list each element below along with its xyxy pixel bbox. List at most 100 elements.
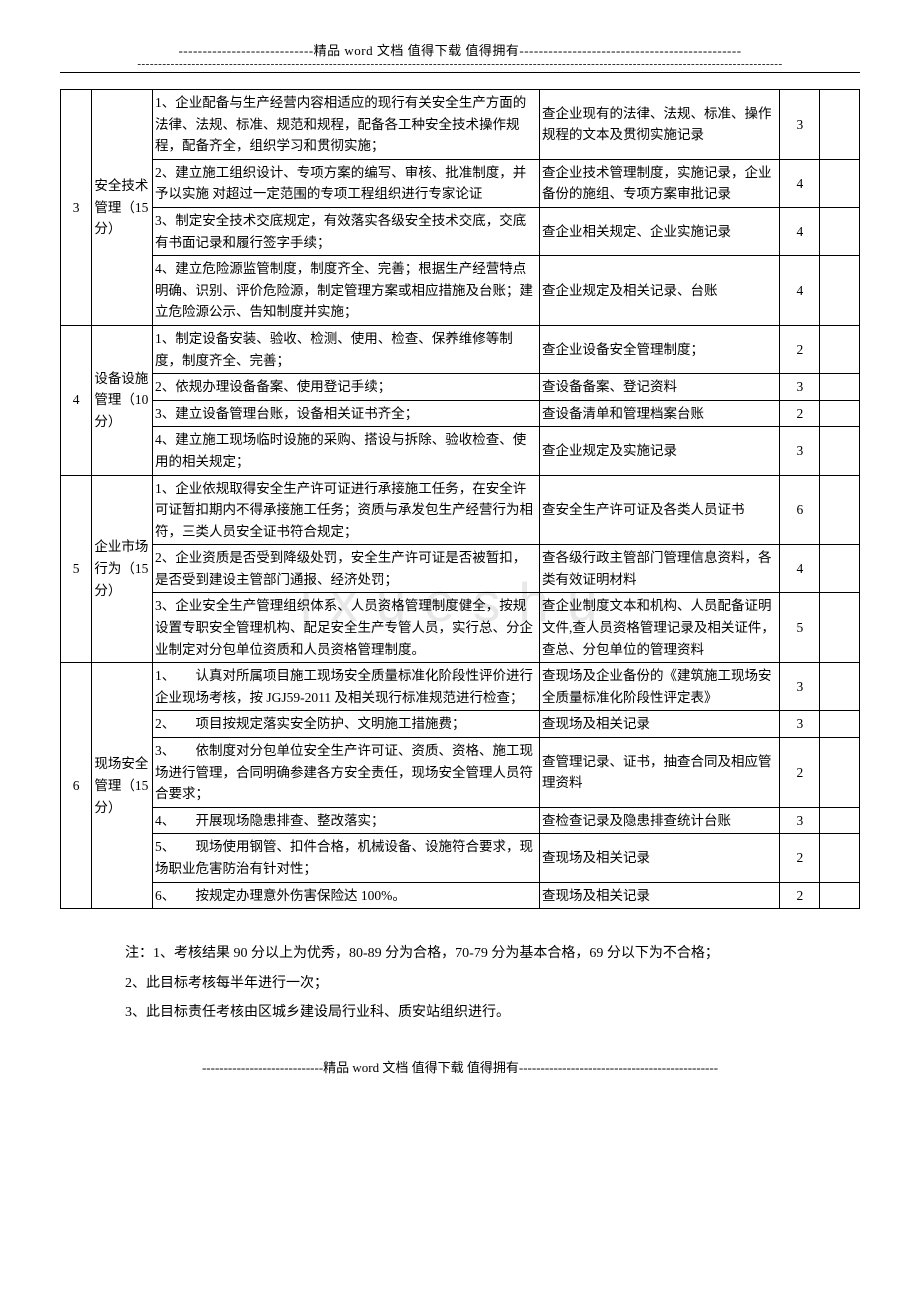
row-number: 4 [61,325,92,475]
category-cell: 现场安全管理（15 分） [92,663,153,909]
check-method-cell: 查现场及相关记录 [539,834,780,882]
check-method-cell: 查企业规定及相关记录、台账 [539,256,780,326]
table-row: 6、 按规定办理意外伤害保险达 100%。查现场及相关记录2 [61,882,860,909]
table-row: 2、企业资质是否受到降级处罚，安全生产许可证是否被暂扣，是否受到建设主管部门通报… [61,545,860,593]
check-method-cell: 查现场及相关记录 [539,882,780,909]
blank-cell [820,90,860,160]
table-row: 3、企业安全生产管理组织体系、人员资格管理制度健全，按规设置专职安全管理机构、配… [61,593,860,663]
blank-cell [820,545,860,593]
table-row: 5企业市场行为（15 分）1、企业依规取得安全生产许可证进行承接施工任务，在安全… [61,475,860,545]
table-row: 4设备设施管理（10 分）1、制定设备安装、验收、检测、使用、检查、保养维修等制… [61,325,860,373]
description-cell: 4、建立危险源监管制度，制度齐全、完善；根据生产经营特点明确、识别、评价危险源，… [153,256,540,326]
score-cell: 3 [780,427,820,475]
table-row: 3、建立设备管理台账，设备相关证书齐全；查设备清单和管理档案台账2 [61,400,860,427]
description-cell: 1、制定设备安装、验收、检测、使用、检查、保养维修等制度，制度齐全、完善； [153,325,540,373]
check-method-cell: 查设备清单和管理档案台账 [539,400,780,427]
score-cell: 6 [780,475,820,545]
description-cell: 4、建立施工现场临时设施的采购、搭设与拆除、验收检查、使用的相关规定； [153,427,540,475]
row-number: 3 [61,90,92,326]
score-cell: 2 [780,882,820,909]
blank-cell [820,834,860,882]
score-cell: 5 [780,593,820,663]
blank-cell [820,738,860,808]
blank-cell [820,807,860,834]
description-cell: 1、 认真对所属项目施工现场安全质量标准化阶段性评价进行企业现场考核，按 JGJ… [153,663,540,711]
score-cell: 3 [780,663,820,711]
page-container: ixueshu ----------------------------精品 w… [0,0,920,1116]
score-cell: 2 [780,834,820,882]
description-cell: 2、依规办理设备备案、使用登记手续； [153,374,540,401]
check-method-cell: 查现场及企业备份的《建筑施工现场安全质量标准化阶段性评定表》 [539,663,780,711]
category-cell: 设备设施管理（10 分） [92,325,153,475]
description-cell: 5、 现场使用钢管、扣件合格，机械设备、设施符合要求，现场职业危害防治有针对性； [153,834,540,882]
check-method-cell: 查企业制度文本和机构、人员配备证明文件,查人员资格管理记录及相关证件，查总、分包… [539,593,780,663]
blank-cell [820,882,860,909]
header-rule [60,72,860,73]
score-cell: 4 [780,545,820,593]
score-cell: 4 [780,256,820,326]
check-method-cell: 查企业相关规定、企业实施记录 [539,207,780,255]
description-cell: 6、 按规定办理意外伤害保险达 100%。 [153,882,540,909]
check-method-cell: 查企业规定及实施记录 [539,427,780,475]
description-cell: 3、建立设备管理台账，设备相关证书齐全； [153,400,540,427]
table-row: 6现场安全管理（15 分）1、 认真对所属项目施工现场安全质量标准化阶段性评价进… [61,663,860,711]
footer-text: ----------------------------精品 word 文档 值… [60,1057,860,1076]
blank-cell [820,207,860,255]
description-cell: 3、 依制度对分包单位安全生产许可证、资质、资格、施工现场进行管理，合同明确参建… [153,738,540,808]
description-cell: 2、建立施工组织设计、专项方案的编写、审核、批准制度，并予以实施 对超过一定范围… [153,159,540,207]
blank-cell [820,663,860,711]
table-row: 3、制定安全技术交底规定，有效落实各级安全技术交底，交底有书面记录和履行签字手续… [61,207,860,255]
blank-cell [820,325,860,373]
check-method-cell: 查企业现有的法律、法规、标准、操作规程的文本及贯彻实施记录 [539,90,780,160]
check-method-cell: 查现场及相关记录 [539,711,780,738]
category-cell: 安全技术管理（15 分） [92,90,153,326]
row-number: 5 [61,475,92,663]
note-line-1: 注：1、考核结果 90 分以上为优秀，80-89 分为合格，70-79 分为基本… [125,939,860,968]
header-dash-line: ----------------------------------------… [60,59,860,70]
score-cell: 4 [780,159,820,207]
description-cell: 3、企业安全生产管理组织体系、人员资格管理制度健全，按规设置专职安全管理机构、配… [153,593,540,663]
blank-cell [820,475,860,545]
description-cell: 1、企业依规取得安全生产许可证进行承接施工任务，在安全许可证暂扣期内不得承接施工… [153,475,540,545]
blank-cell [820,400,860,427]
check-method-cell: 查企业设备安全管理制度； [539,325,780,373]
table-row: 2、建立施工组织设计、专项方案的编写、审核、批准制度，并予以实施 对超过一定范围… [61,159,860,207]
description-cell: 2、 项目按规定落实安全防护、文明施工措施费； [153,711,540,738]
table-row: 4、建立施工现场临时设施的采购、搭设与拆除、验收检查、使用的相关规定；查企业规定… [61,427,860,475]
check-method-cell: 查管理记录、证书，抽查合同及相应管理资料 [539,738,780,808]
blank-cell [820,256,860,326]
score-cell: 4 [780,207,820,255]
header-top-text: ----------------------------精品 word 文档 值… [60,40,860,59]
description-cell: 1、企业配备与生产经营内容相适应的现行有关安全生产方面的法律、法规、标准、规范和… [153,90,540,160]
check-method-cell: 查各级行政主管部门管理信息资料，各类有效证明材料 [539,545,780,593]
note-line-3: 3、此目标责任考核由区城乡建设局行业科、质安站组织进行。 [125,998,860,1027]
category-cell: 企业市场行为（15 分） [92,475,153,663]
score-cell: 3 [780,711,820,738]
score-cell: 3 [780,807,820,834]
assessment-table: 3安全技术管理（15 分）1、企业配备与生产经营内容相适应的现行有关安全生产方面… [60,89,860,909]
table-row: 5、 现场使用钢管、扣件合格，机械设备、设施符合要求，现场职业危害防治有针对性；… [61,834,860,882]
blank-cell [820,711,860,738]
score-cell: 3 [780,90,820,160]
check-method-cell: 查企业技术管理制度，实施记录，企业备份的施组、专项方案审批记录 [539,159,780,207]
blank-cell [820,593,860,663]
check-method-cell: 查设备备案、登记资料 [539,374,780,401]
table-row: 2、依规办理设备备案、使用登记手续；查设备备案、登记资料3 [61,374,860,401]
score-cell: 3 [780,374,820,401]
table-row: 2、 项目按规定落实安全防护、文明施工措施费；查现场及相关记录3 [61,711,860,738]
notes-block: 注：1、考核结果 90 分以上为优秀，80-89 分为合格，70-79 分为基本… [60,939,860,1027]
note-line-2: 2、此目标考核每半年进行一次； [125,969,860,998]
check-method-cell: 查检查记录及隐患排查统计台账 [539,807,780,834]
table-row: 4、 开展现场隐患排查、整改落实；查检查记录及隐患排查统计台账3 [61,807,860,834]
score-cell: 2 [780,400,820,427]
table-row: 4、建立危险源监管制度，制度齐全、完善；根据生产经营特点明确、识别、评价危险源，… [61,256,860,326]
description-cell: 3、制定安全技术交底规定，有效落实各级安全技术交底，交底有书面记录和履行签字手续… [153,207,540,255]
blank-cell [820,427,860,475]
table-row: 3安全技术管理（15 分）1、企业配备与生产经营内容相适应的现行有关安全生产方面… [61,90,860,160]
blank-cell [820,159,860,207]
description-cell: 2、企业资质是否受到降级处罚，安全生产许可证是否被暂扣，是否受到建设主管部门通报… [153,545,540,593]
table-row: 3、 依制度对分包单位安全生产许可证、资质、资格、施工现场进行管理，合同明确参建… [61,738,860,808]
description-cell: 4、 开展现场隐患排查、整改落实； [153,807,540,834]
check-method-cell: 查安全生产许可证及各类人员证书 [539,475,780,545]
row-number: 6 [61,663,92,909]
